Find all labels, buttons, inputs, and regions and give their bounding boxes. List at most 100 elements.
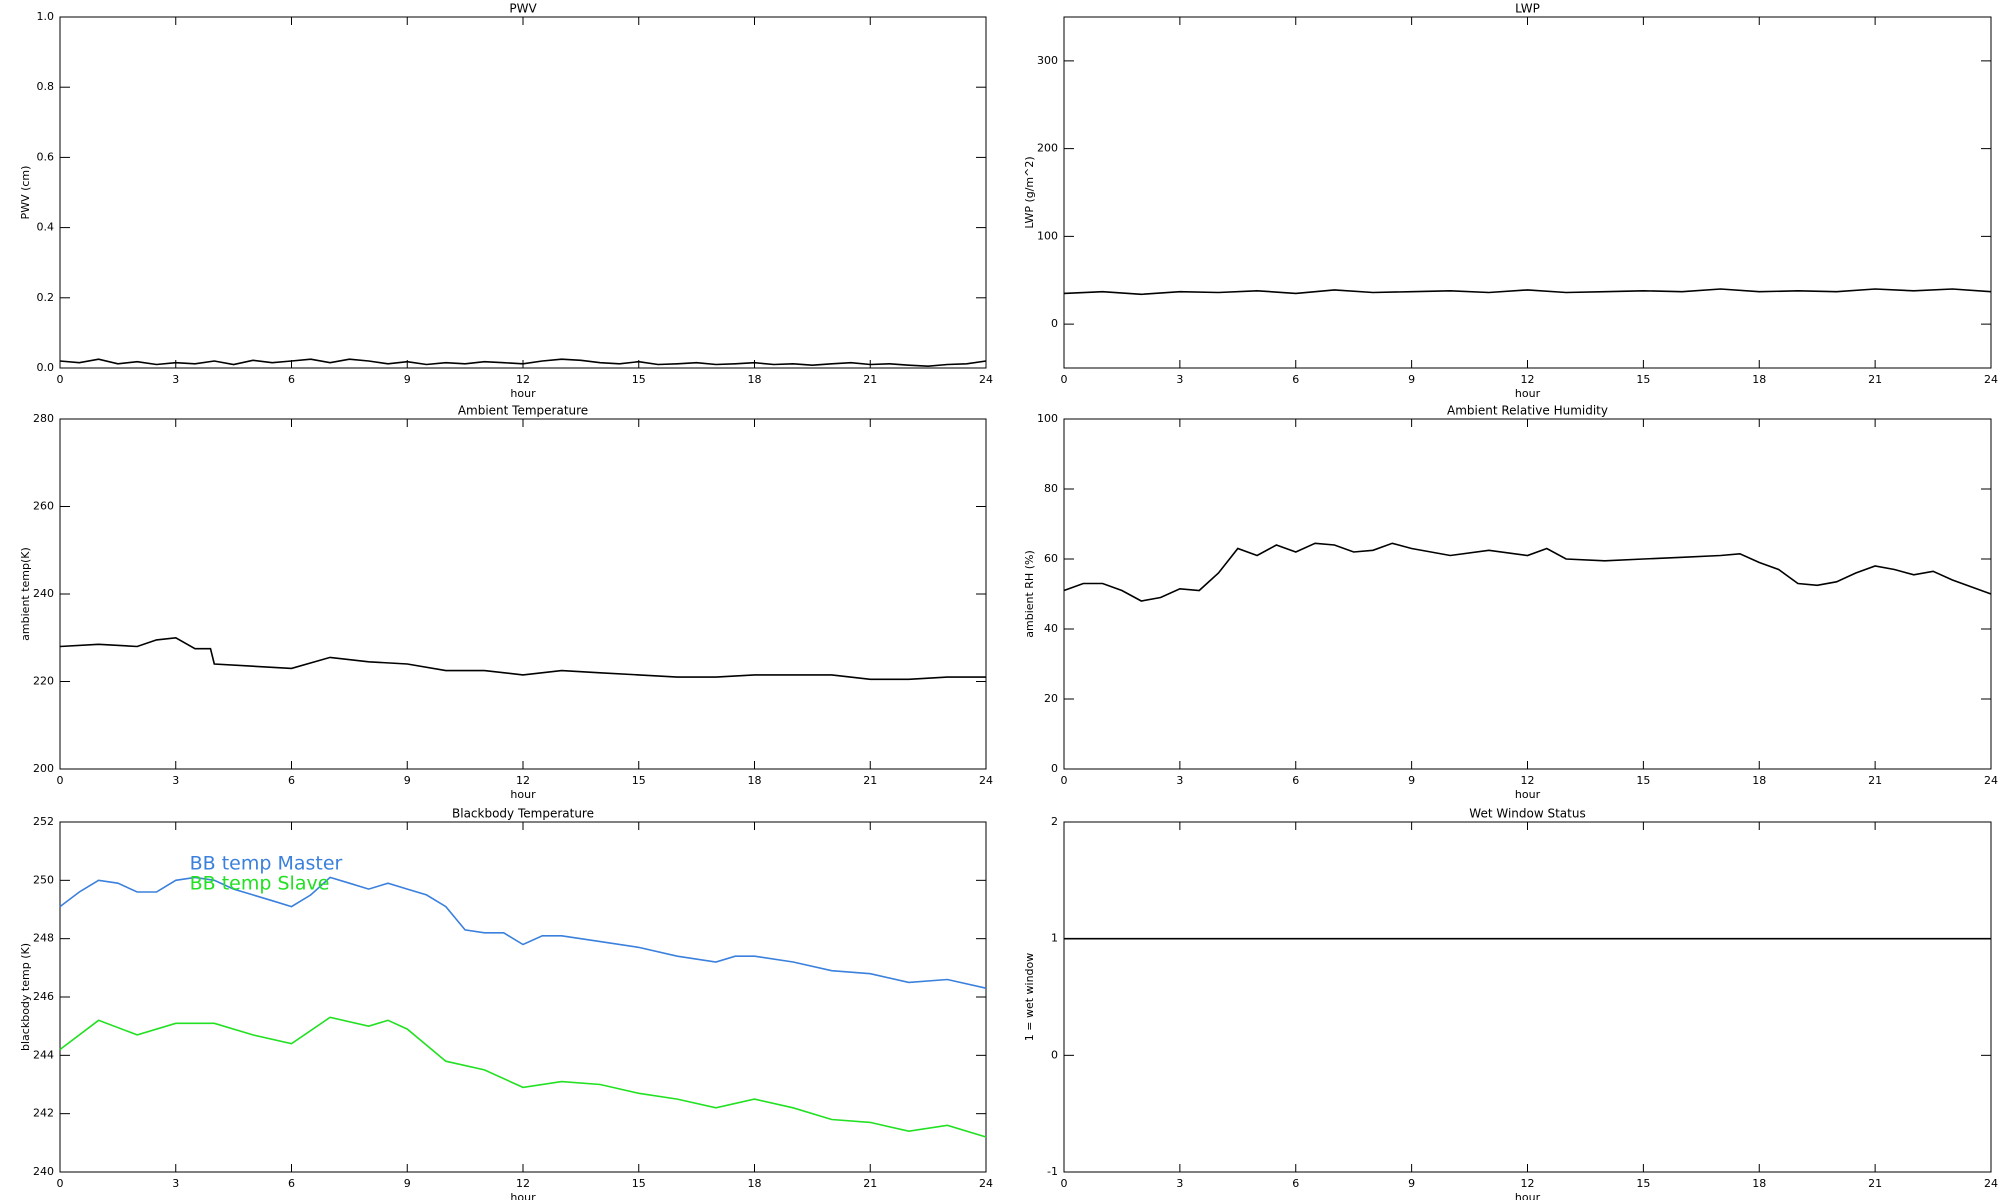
y-tick-label: 100: [1037, 229, 1058, 242]
plot-frame: [59, 418, 987, 770]
x-tick-label: 15: [632, 1177, 646, 1190]
plot-frame: [1063, 418, 1992, 770]
y-tick-label: 0: [1051, 1048, 1058, 1061]
x-axis-label: hour: [510, 1191, 536, 1200]
y-tick-label: 220: [33, 675, 54, 688]
x-tick-label: 6: [288, 1177, 295, 1190]
data-line: [59, 876, 987, 989]
x-tick-label: 0: [1061, 774, 1068, 787]
x-axis-label: hour: [510, 788, 536, 801]
y-axis-label: ambient RH (%): [1023, 550, 1036, 638]
x-tick-label: 18: [748, 1177, 762, 1190]
legend-entry: BB temp Slave: [190, 873, 330, 895]
y-tick-label: 246: [33, 990, 54, 1003]
data-line: [59, 636, 986, 681]
x-tick-label: 0: [1061, 373, 1068, 386]
x-tick-label: 24: [979, 1177, 993, 1190]
y-tick-label: 100: [1037, 412, 1058, 425]
x-tick-label: 18: [748, 373, 762, 386]
y-tick-label: 0.2: [37, 291, 55, 304]
x-tick-label: 9: [404, 373, 411, 386]
x-tick-label: 24: [1984, 373, 1998, 386]
x-tick-label: 21: [1868, 1177, 1882, 1190]
x-tick-label: 3: [1176, 373, 1183, 386]
x-tick-label: 6: [1292, 373, 1299, 386]
y-axis-label: 1 = wet window: [1023, 953, 1036, 1042]
y-tick-label: 20: [1044, 692, 1058, 705]
x-tick-label: 3: [172, 1177, 179, 1190]
x-tick-label: 9: [1408, 774, 1415, 787]
y-axis-label: ambient temp(K): [19, 547, 32, 641]
y-tick-label: 240: [33, 1165, 54, 1178]
chart-title: PWV: [509, 2, 537, 16]
x-tick-label: 12: [1521, 373, 1535, 386]
y-tick-label: 300: [1037, 54, 1058, 67]
x-tick-label: 21: [1868, 774, 1882, 787]
x-tick-label: 9: [1408, 1177, 1415, 1190]
y-tick-label: 1.0: [37, 10, 55, 23]
x-tick-label: 18: [748, 774, 762, 787]
chart-title: Wet Window Status: [1469, 807, 1585, 821]
x-tick-label: 15: [632, 774, 646, 787]
y-tick-label: 248: [33, 932, 54, 945]
x-tick-label: 18: [1752, 774, 1766, 787]
y-axis-label: blackbody temp (K): [19, 943, 32, 1051]
chart-title: LWP: [1515, 2, 1540, 16]
y-tick-label: 260: [33, 500, 54, 513]
x-tick-label: 6: [1292, 774, 1299, 787]
x-tick-label: 15: [1636, 373, 1650, 386]
x-axis-label: hour: [1515, 788, 1541, 801]
x-tick-label: 3: [172, 774, 179, 787]
data-line: [1063, 542, 1992, 602]
x-tick-label: 21: [863, 1177, 877, 1190]
y-axis-label: LWP (g/m^2): [1023, 156, 1036, 228]
x-tick-label: 9: [404, 1177, 411, 1190]
x-tick-label: 3: [1176, 774, 1183, 787]
x-tick-label: 18: [1752, 373, 1766, 386]
x-tick-label: 15: [1636, 1177, 1650, 1190]
y-tick-label: 0.6: [37, 150, 55, 163]
chart-title: Ambient Relative Humidity: [1447, 404, 1608, 418]
x-tick-label: 24: [979, 774, 993, 787]
y-tick-label: 200: [1037, 142, 1058, 155]
data-line: [59, 1016, 987, 1138]
x-tick-label: 0: [57, 373, 64, 386]
y-tick-label: 252: [33, 815, 54, 828]
y-tick-label: 280: [33, 412, 54, 425]
y-tick-label: 0.8: [37, 80, 55, 93]
data-line: [59, 358, 987, 368]
x-tick-label: 24: [979, 373, 993, 386]
y-tick-label: -1: [1047, 1165, 1058, 1178]
x-tick-label: 12: [1521, 774, 1535, 787]
y-axis-label: PWV (cm): [19, 166, 32, 220]
y-tick-label: 40: [1044, 622, 1058, 635]
y-tick-label: 0.0: [37, 361, 55, 374]
x-tick-label: 0: [57, 1177, 64, 1190]
plot-frame: [1063, 821, 1992, 1173]
plot-frame: [59, 16, 987, 369]
x-tick-label: 21: [863, 373, 877, 386]
y-tick-label: 242: [33, 1107, 54, 1120]
y-tick-label: 0: [1051, 317, 1058, 330]
x-tick-label: 3: [172, 373, 179, 386]
legend-entry: BB temp Master: [190, 853, 343, 875]
x-tick-label: 0: [57, 774, 64, 787]
x-axis-label: hour: [1515, 387, 1541, 400]
x-tick-label: 3: [1176, 1177, 1183, 1190]
x-tick-label: 6: [1292, 1177, 1299, 1190]
y-tick-label: 240: [33, 587, 54, 600]
x-tick-label: 12: [1521, 1177, 1535, 1190]
x-tick-label: 18: [1752, 1177, 1766, 1190]
x-tick-label: 0: [1061, 1177, 1068, 1190]
y-tick-label: 244: [33, 1048, 54, 1061]
y-tick-label: 60: [1044, 552, 1058, 565]
x-tick-label: 24: [1984, 1177, 1998, 1190]
y-tick-label: 0: [1051, 762, 1058, 775]
y-tick-label: 2: [1051, 815, 1058, 828]
y-tick-label: 200: [33, 762, 54, 775]
y-tick-label: 80: [1044, 482, 1058, 495]
x-axis-label: hour: [1515, 1191, 1541, 1200]
x-tick-label: 24: [1984, 774, 1998, 787]
x-tick-label: 15: [632, 373, 646, 386]
